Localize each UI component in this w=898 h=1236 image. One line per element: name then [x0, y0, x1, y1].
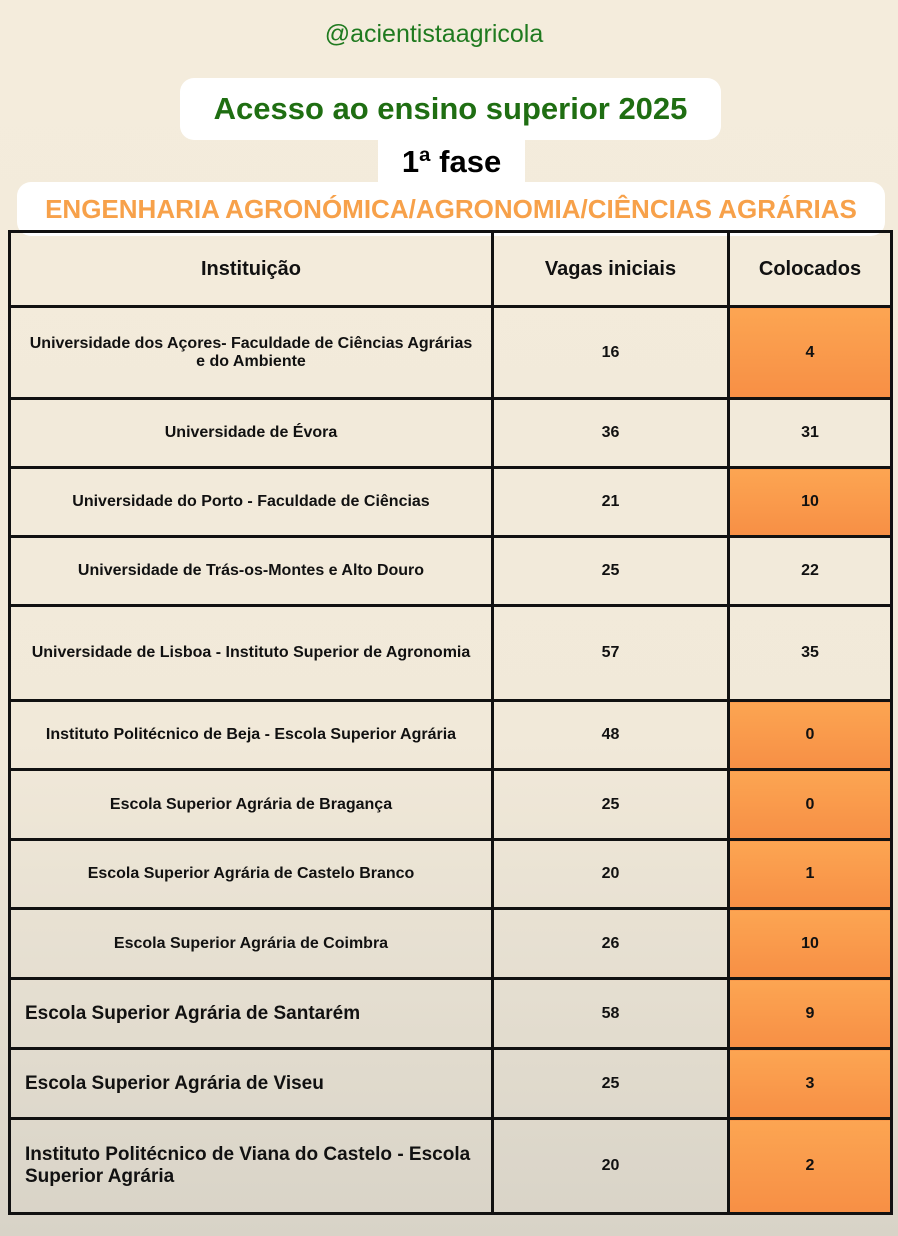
institution-cell: Instituto Politécnico de Viana do Castel…	[8, 1117, 494, 1215]
table-row: Escola Superior Agrária de Santarém 58 9	[8, 977, 893, 1050]
institution-cell: Escola Superior Agrária de Coimbra	[8, 907, 494, 980]
page-title: Acesso ao ensino superior 2025	[180, 78, 721, 140]
header-instituicao: Instituição	[8, 230, 494, 308]
table-row: Instituto Politécnico de Beja - Escola S…	[8, 699, 893, 771]
colocados-cell: 4	[727, 305, 893, 400]
colocados-cell: 2	[727, 1117, 893, 1215]
vagas-cell: 26	[491, 907, 730, 980]
colocados-cell: 35	[727, 604, 893, 702]
colocados-cell: 10	[727, 466, 893, 538]
colocados-cell: 31	[727, 397, 893, 469]
table-row: Universidade de Lisboa - Instituto Super…	[8, 604, 893, 702]
account-handle: @acientistaagricola	[324, 20, 544, 48]
colocados-cell: 1	[727, 838, 893, 910]
table-header-row: Instituição Vagas iniciais Colocados	[8, 230, 893, 308]
header-vagas: Vagas iniciais	[491, 230, 730, 308]
table-row: Escola Superior Agrária de Castelo Branc…	[8, 838, 893, 910]
vagas-cell: 48	[491, 699, 730, 771]
table-row: Instituto Politécnico de Viana do Castel…	[8, 1117, 893, 1215]
vagas-cell: 20	[491, 1117, 730, 1215]
vagas-cell: 25	[491, 1047, 730, 1120]
vagas-cell: 25	[491, 535, 730, 607]
table-row: Universidade de Évora 36 31	[8, 397, 893, 469]
colocados-cell: 0	[727, 699, 893, 771]
colocados-cell: 22	[727, 535, 893, 607]
table-row: Escola Superior Agrária de Bragança 25 0	[8, 768, 893, 841]
table-row: Universidade dos Açores- Faculdade de Ci…	[8, 305, 893, 400]
vagas-cell: 57	[491, 604, 730, 702]
institution-cell: Escola Superior Agrária de Castelo Branc…	[8, 838, 494, 910]
institution-cell: Instituto Politécnico de Beja - Escola S…	[8, 699, 494, 771]
institution-cell: Universidade de Trás-os-Montes e Alto Do…	[8, 535, 494, 607]
colocados-cell: 3	[727, 1047, 893, 1120]
institution-cell: Universidade de Lisboa - Instituto Super…	[8, 604, 494, 702]
table-row: Escola Superior Agrária de Coimbra 26 10	[8, 907, 893, 980]
results-table: Instituição Vagas iniciais Colocados Uni…	[8, 230, 893, 1215]
table-row: Universidade do Porto - Faculdade de Ciê…	[8, 466, 893, 538]
institution-cell: Escola Superior Agrária de Bragança	[8, 768, 494, 841]
vagas-cell: 16	[491, 305, 730, 400]
vagas-cell: 20	[491, 838, 730, 910]
institution-cell: Escola Superior Agrária de Viseu	[8, 1047, 494, 1120]
header-colocados: Colocados	[727, 230, 893, 308]
institution-cell: Universidade dos Açores- Faculdade de Ci…	[8, 305, 494, 400]
colocados-cell: 0	[727, 768, 893, 841]
phase-label: 1ª fase	[378, 140, 525, 184]
table-row: Universidade de Trás-os-Montes e Alto Do…	[8, 535, 893, 607]
vagas-cell: 36	[491, 397, 730, 469]
vagas-cell: 25	[491, 768, 730, 841]
course-name: ENGENHARIA AGRONÓMICA/AGRONOMIA/CIÊNCIAS…	[17, 182, 885, 236]
vagas-cell: 21	[491, 466, 730, 538]
colocados-cell: 9	[727, 977, 893, 1050]
institution-cell: Escola Superior Agrária de Santarém	[8, 977, 494, 1050]
institution-cell: Universidade do Porto - Faculdade de Ciê…	[8, 466, 494, 538]
table-row: Escola Superior Agrária de Viseu 25 3	[8, 1047, 893, 1120]
vagas-cell: 58	[491, 977, 730, 1050]
colocados-cell: 10	[727, 907, 893, 980]
institution-cell: Universidade de Évora	[8, 397, 494, 469]
